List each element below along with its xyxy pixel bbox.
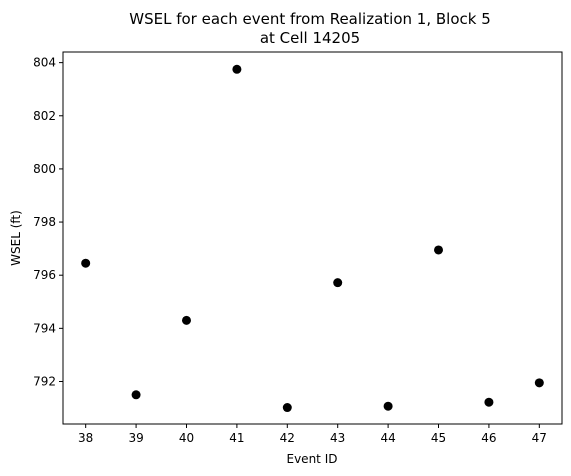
chart-title-line-1: WSEL for each event from Realization 1, …: [129, 10, 491, 28]
y-tick-label: 800: [33, 162, 56, 176]
y-tick-label: 796: [33, 268, 56, 282]
data-point: [333, 278, 343, 288]
data-point: [534, 378, 544, 388]
y-tick-label: 802: [33, 109, 56, 123]
y-tick-label: 804: [33, 56, 56, 70]
x-tick-label: 38: [78, 431, 93, 445]
x-tick-label: 46: [481, 431, 496, 445]
data-point: [282, 403, 292, 413]
y-axis: 792 794 796 798 800 802 804: [33, 56, 63, 388]
data-points: [81, 64, 544, 413]
y-tick-label: 798: [33, 215, 56, 229]
x-tick-label: 44: [380, 431, 395, 445]
x-tick-label: 45: [431, 431, 446, 445]
data-point: [484, 397, 494, 407]
x-tick-label: 43: [330, 431, 345, 445]
x-tick-label: 40: [179, 431, 194, 445]
x-tick-label: 41: [229, 431, 244, 445]
data-point: [181, 315, 191, 325]
data-point: [232, 64, 242, 74]
chart-title-line-2: at Cell 14205: [260, 29, 360, 47]
data-point: [81, 258, 91, 268]
y-axis-label: WSEL (ft): [9, 210, 23, 266]
x-axis: 38 39 40 41 42 43 44 45 46 47: [78, 424, 547, 445]
x-tick-label: 39: [128, 431, 143, 445]
data-point: [131, 390, 141, 400]
y-tick-label: 794: [33, 321, 56, 335]
x-tick-label: 42: [280, 431, 295, 445]
data-point: [383, 401, 393, 411]
y-tick-label: 792: [33, 374, 56, 388]
x-tick-label: 47: [532, 431, 547, 445]
data-point: [434, 245, 444, 255]
x-axis-label: Event ID: [287, 452, 338, 466]
plot-area-frame: [62, 51, 563, 425]
